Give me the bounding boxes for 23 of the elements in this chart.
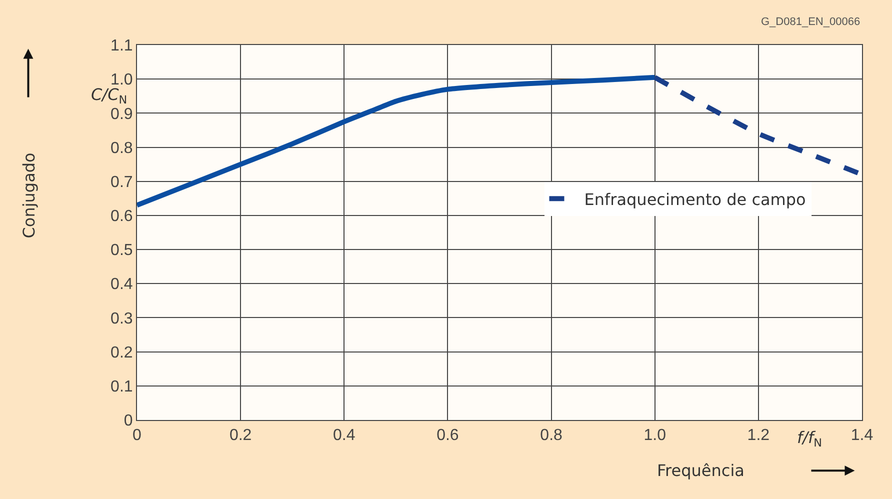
y-tick-label: 0.6 (110, 208, 133, 226)
y-tick-label: 0.9 (110, 106, 133, 123)
x-tick-label: 1.0 (644, 427, 666, 444)
y-tick-label: 0 (124, 412, 133, 430)
y-tick-label: 0.8 (110, 140, 133, 157)
y-axis-title: Conjugado (19, 152, 38, 238)
y-tick-label: 0.5 (110, 242, 133, 260)
text: f/f$_{N}$ (797, 428, 822, 450)
x-tick-label: 0.4 (333, 427, 356, 444)
x-tick-label: 0.2 (229, 427, 252, 444)
y-tick-label: 0.1 (110, 378, 133, 396)
text: G_D081_EN_00066 (761, 16, 860, 28)
x-tick-label: 1.4 (850, 427, 874, 444)
y-tick-label: 0.3 (110, 310, 133, 328)
y-tick-label: 0.2 (110, 344, 133, 362)
x-tick-label: 0.8 (540, 427, 563, 444)
x-tick-label: 1.2 (747, 427, 770, 444)
y-tick-label: 0.4 (110, 276, 133, 294)
x-axis-title: Frequência (657, 461, 744, 480)
y-tick-label: 1.1 (110, 38, 133, 55)
legend-label: Enfraquecimento de campo (584, 190, 806, 209)
x-tick-label: 0.6 (436, 427, 459, 444)
y-tick-label: 0.7 (110, 174, 133, 191)
